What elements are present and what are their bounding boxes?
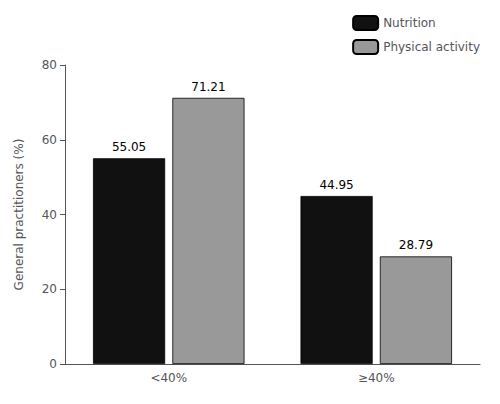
- svg-text:55.05: 55.05: [112, 140, 146, 154]
- svg-text:60: 60: [42, 133, 57, 147]
- svg-text:Physical activity: Physical activity: [383, 40, 480, 54]
- svg-text:80: 80: [42, 58, 57, 72]
- svg-text:≥40%: ≥40%: [358, 371, 395, 385]
- svg-text:28.79: 28.79: [399, 238, 433, 252]
- svg-text:0: 0: [49, 357, 57, 371]
- svg-text:General practitioners (%): General practitioners (%): [12, 139, 26, 291]
- svg-text:40: 40: [42, 208, 57, 222]
- svg-text:20: 20: [42, 282, 57, 296]
- svg-text:71.21: 71.21: [191, 80, 225, 94]
- svg-text:<40%: <40%: [150, 371, 187, 385]
- svg-text:Nutrition: Nutrition: [383, 16, 436, 30]
- svg-text:44.95: 44.95: [319, 178, 353, 192]
